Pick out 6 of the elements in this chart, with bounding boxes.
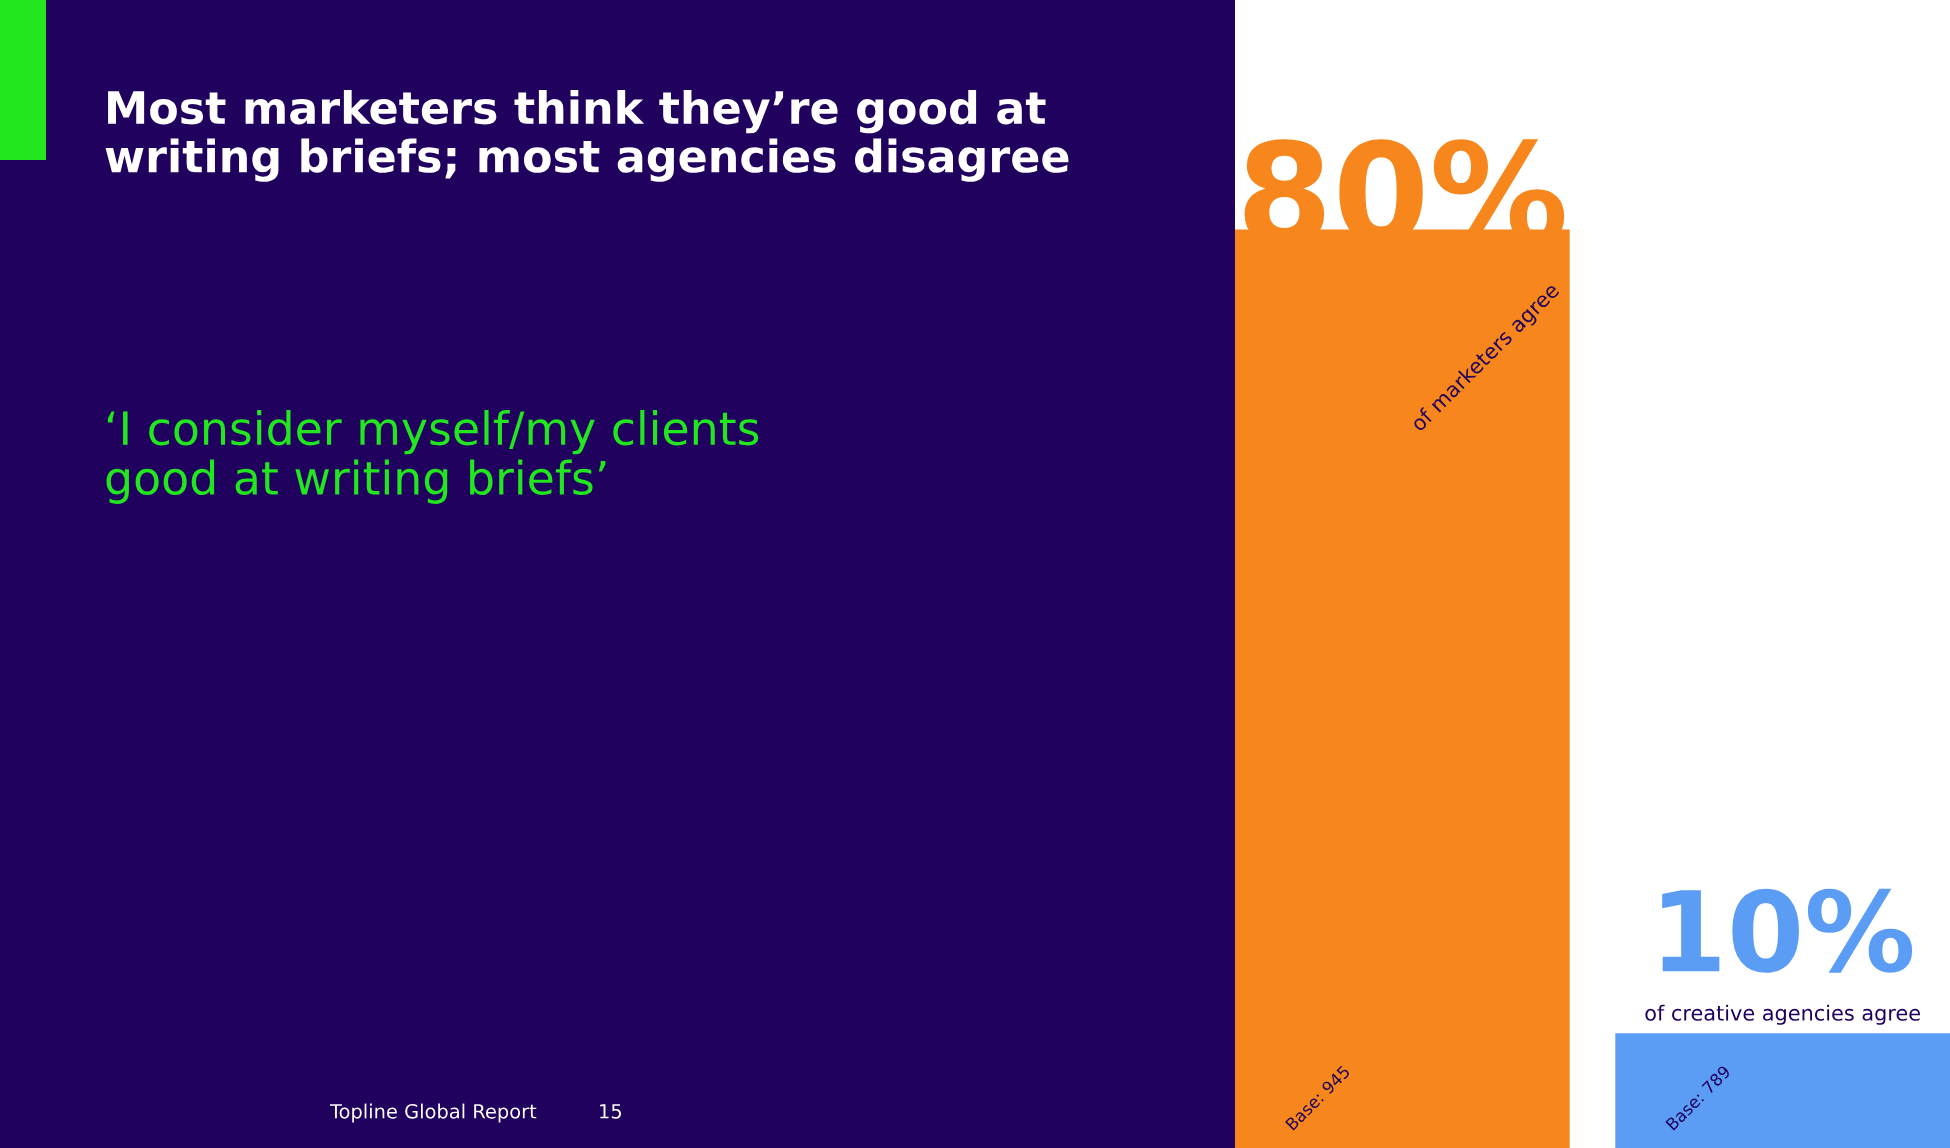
text: Topline Global Report [329, 1103, 537, 1123]
x-tick-label: of creative agencies agree [1645, 1004, 1920, 1025]
text: Most marketers think they’re good at writing briefs; most agencies disagree [105, 90, 1069, 182]
text: ‘I consider myself/my clients good at writing briefs’ [106, 410, 759, 504]
text: 15 [600, 1104, 622, 1119]
data-label: 10% [1662, 888, 1913, 973]
